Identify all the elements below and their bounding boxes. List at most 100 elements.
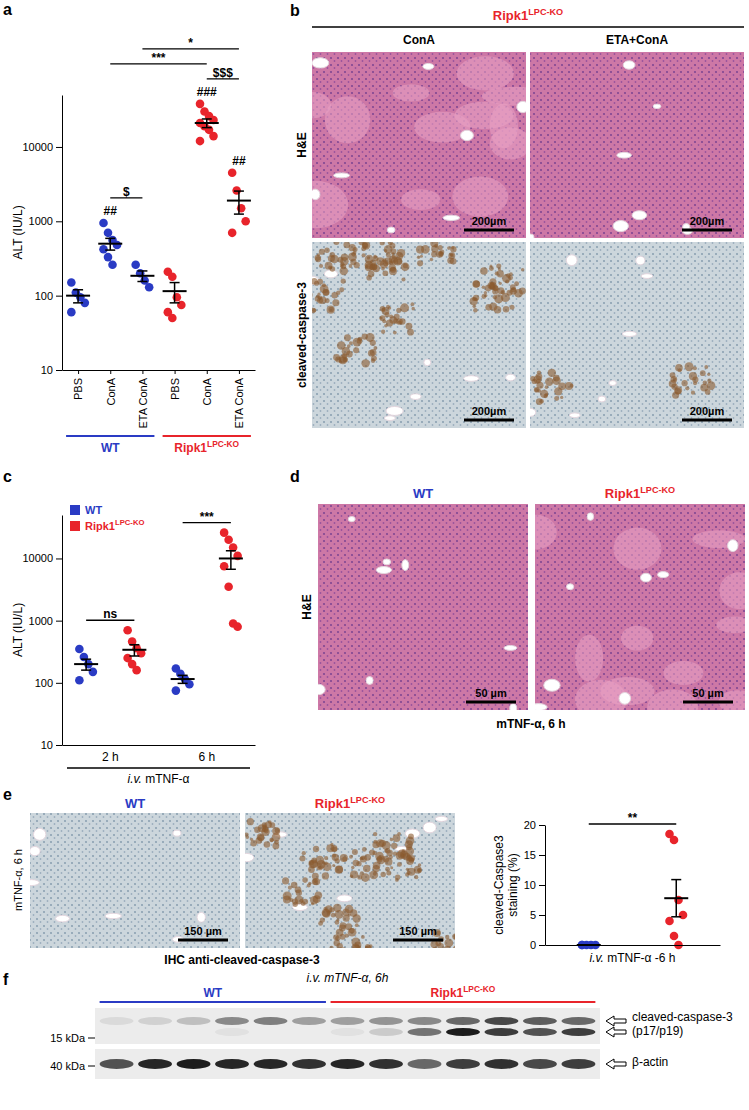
necrotic-area <box>325 96 370 143</box>
vessel <box>33 828 45 840</box>
tick-mark <box>56 558 62 559</box>
scale-bar-label: 200µm <box>690 215 725 227</box>
stained-cells <box>312 278 317 284</box>
error-cap <box>129 655 139 657</box>
vessel <box>641 274 653 279</box>
column-label: ETA+ConA <box>606 33 668 47</box>
label-part: Ripk1 <box>85 520 115 532</box>
stained-cells <box>365 255 374 264</box>
tick-mark <box>56 745 62 746</box>
tick: ConA <box>201 370 213 406</box>
data-point <box>228 168 237 177</box>
stained-cells <box>322 908 331 917</box>
stained-cells <box>373 840 377 844</box>
stained-cells <box>268 820 272 824</box>
stained-cells <box>335 866 343 874</box>
x-axis <box>63 745 256 746</box>
group-line <box>100 1001 326 1003</box>
stained-cells <box>447 246 451 250</box>
tick: 10 <box>41 364 62 376</box>
micrograph <box>30 813 240 948</box>
figure: a10100100010000ALT (IU/L)#######$$$$****… <box>0 0 749 1110</box>
stained-cells <box>245 832 249 836</box>
row-label: cleaved-caspase-3 <box>295 282 309 388</box>
stained-cells <box>353 347 359 353</box>
stained-cells <box>707 379 711 383</box>
stained-cells <box>380 872 385 877</box>
error-cap <box>73 302 83 304</box>
vessel <box>173 830 181 836</box>
stained-cells <box>501 293 510 302</box>
stained-cells <box>380 260 389 269</box>
micrograph <box>312 52 526 238</box>
tick-mark <box>539 825 545 826</box>
tick: 10000 <box>22 141 62 153</box>
stained-cells <box>382 319 386 323</box>
stained-cells <box>247 818 254 825</box>
stained-cells <box>362 847 367 852</box>
vessel <box>337 895 352 902</box>
data-point <box>75 645 84 654</box>
data-point <box>113 241 122 250</box>
blot-band <box>292 1017 326 1025</box>
stained-cells <box>364 854 371 861</box>
error-cap <box>129 644 139 646</box>
stained-cells <box>444 939 453 948</box>
stained-cells <box>350 875 353 878</box>
scale-bar-label: 200µm <box>472 405 507 417</box>
panel-letter: e <box>3 786 12 803</box>
blot-band <box>408 1028 442 1036</box>
stained-cells <box>672 392 679 399</box>
data-point <box>99 219 108 228</box>
data-point <box>224 583 233 592</box>
tick: 10 <box>524 879 545 891</box>
vessel <box>312 58 329 68</box>
stained-cells <box>302 877 308 883</box>
stained-cells <box>521 268 525 272</box>
stained-cells <box>693 381 697 385</box>
stained-cells <box>302 851 306 855</box>
stained-cells <box>330 266 336 272</box>
vessel <box>504 645 517 650</box>
stained-cells <box>473 280 480 287</box>
necrotic-area <box>647 689 698 710</box>
blot-band <box>408 1059 442 1069</box>
stained-cells <box>361 935 365 939</box>
stained-cells <box>359 242 365 245</box>
axis-line <box>63 745 256 746</box>
data-point <box>241 217 250 226</box>
category-label: 6 h <box>198 750 215 764</box>
x-axis: PBSConAETA ConAPBSConAETA ConA <box>63 370 256 429</box>
stained-cells <box>407 329 414 336</box>
micrograph <box>312 242 526 428</box>
stained-cells <box>250 840 257 847</box>
stained-cells <box>313 846 319 852</box>
stained-cells <box>570 384 574 388</box>
data-point <box>168 272 177 281</box>
vessel <box>410 394 421 400</box>
label-part: i.v. <box>589 951 603 965</box>
stained-cells <box>519 288 526 295</box>
stained-cells <box>472 280 480 288</box>
stained-cells <box>675 364 683 372</box>
stained-cells <box>322 909 331 918</box>
data-point <box>196 100 205 109</box>
tick: PBS <box>72 370 84 400</box>
tick-mark <box>56 221 62 222</box>
stained-cells <box>482 285 486 289</box>
error-cap <box>105 238 115 240</box>
blot-band <box>408 1017 442 1025</box>
stained-cells <box>332 847 338 853</box>
vessel <box>569 413 580 418</box>
blot-band <box>331 1028 365 1036</box>
error-cap <box>671 916 681 918</box>
data-point <box>196 137 205 146</box>
tick-label: 100 <box>35 677 53 689</box>
stained-cells <box>390 866 393 869</box>
tick: 100 <box>35 677 62 689</box>
stained-cells <box>390 267 396 273</box>
stained-cells <box>511 287 516 292</box>
group-label: Ripk1LPC-KO <box>431 984 496 1000</box>
label-part: Ripk1 <box>174 441 207 455</box>
stained-cells <box>315 891 323 899</box>
